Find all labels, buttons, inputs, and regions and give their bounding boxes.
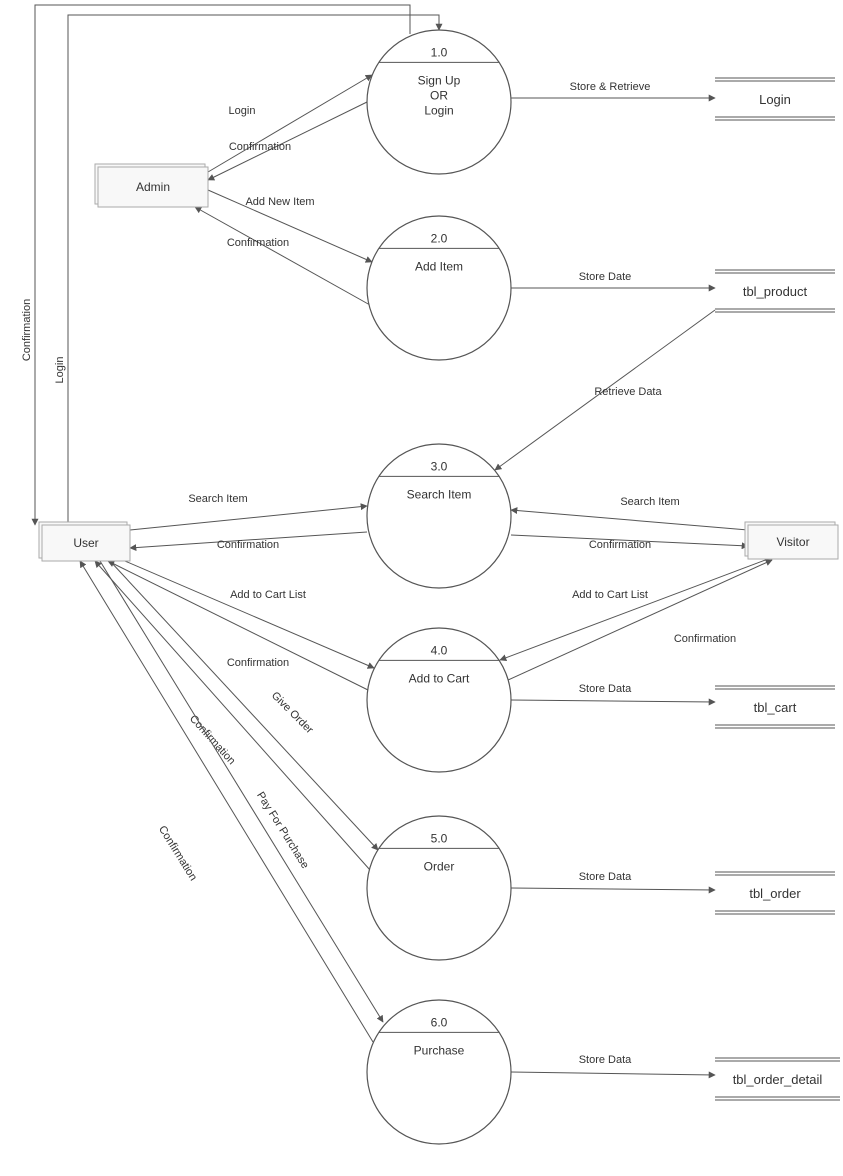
flow-label: Confirmation bbox=[674, 633, 736, 645]
flow-p2-admin-3 bbox=[195, 207, 370, 305]
process-layer: 1.0 Sign UpORLogin 2.0 Add Item 3.0 Search It… bbox=[367, 30, 511, 1144]
process-id: 2.0 bbox=[431, 231, 448, 245]
flow-label: Store Data bbox=[579, 1054, 632, 1066]
flow-label: Confirmation bbox=[187, 713, 238, 767]
flow-label: Confirmation bbox=[227, 657, 289, 669]
process-label: Purchase bbox=[414, 1043, 465, 1057]
datastore-label: tbl_product bbox=[743, 284, 808, 299]
datastore-layer: Login tbl_product tbl_cart tbl_order tbl_ord… bbox=[715, 78, 840, 1100]
flow-p4-cart-17 bbox=[511, 700, 715, 702]
process-p6: 6.0 Purchase bbox=[367, 1000, 511, 1144]
process-p1: 1.0 Sign UpORLogin bbox=[367, 30, 511, 174]
datastore-orderdet: tbl_order_detail bbox=[715, 1058, 840, 1100]
flow-label: Store Date bbox=[579, 271, 632, 283]
flow-label: Login bbox=[54, 357, 66, 384]
flow-label: Store Data bbox=[579, 683, 632, 695]
process-label: Sign Up bbox=[418, 73, 461, 87]
datastore-login: Login bbox=[715, 78, 835, 120]
entity-label: Visitor bbox=[776, 535, 809, 549]
datastore-label: tbl_cart bbox=[754, 700, 797, 715]
flow-label: Confirmation bbox=[227, 237, 289, 249]
flow-admin-p1-0 bbox=[208, 75, 372, 172]
flow-label: Store Data bbox=[579, 871, 632, 883]
process-id: 4.0 bbox=[431, 643, 448, 657]
flow-user-p6-21 bbox=[100, 561, 383, 1022]
flow-user-p4-13 bbox=[118, 558, 374, 668]
entity-user: User bbox=[39, 522, 130, 561]
flow-label: Add New Item bbox=[245, 196, 314, 208]
flow-label: Retrieve Data bbox=[594, 386, 662, 398]
datastore-label: tbl_order bbox=[749, 886, 801, 901]
flow-label: Add to Cart List bbox=[572, 589, 648, 601]
process-id: 1.0 bbox=[431, 45, 448, 59]
entity-label: User bbox=[73, 536, 98, 550]
entity-admin: Admin bbox=[95, 164, 208, 207]
flow-label: Confirmation bbox=[229, 141, 291, 153]
dfd-diagram: Login Confirmation Add New Item Confirmatio… bbox=[0, 0, 843, 1176]
flow-label: Confirmation bbox=[217, 539, 279, 551]
flow-label: Search Item bbox=[620, 496, 679, 508]
process-p3: 3.0 Search Item bbox=[367, 444, 511, 588]
flow-user-p5-18 bbox=[110, 561, 378, 850]
process-label: Login bbox=[424, 103, 453, 117]
process-id: 5.0 bbox=[431, 831, 448, 845]
datastore-order: tbl_order bbox=[715, 872, 835, 914]
datastore-label: tbl_order_detail bbox=[733, 1072, 823, 1087]
flow-p6-user-22 bbox=[80, 561, 373, 1042]
entity-label: Admin bbox=[136, 180, 170, 194]
process-label: OR bbox=[430, 88, 448, 102]
flow-label: Confirmation bbox=[21, 299, 33, 361]
flow-label: Confirmation bbox=[589, 539, 651, 551]
datastore-cart: tbl_cart bbox=[715, 686, 835, 728]
flow-p4-visitor-16 bbox=[508, 560, 772, 680]
entity-visitor: Visitor bbox=[745, 522, 838, 559]
process-p2: 2.0 Add Item bbox=[367, 216, 511, 360]
process-id: 3.0 bbox=[431, 459, 448, 473]
process-label: Add to Cart bbox=[409, 671, 470, 685]
flow-label: Add to Cart List bbox=[230, 589, 306, 601]
flow-visitor-p3-11 bbox=[511, 510, 748, 530]
process-p4: 4.0 Add to Cart bbox=[367, 628, 511, 772]
process-label: Add Item bbox=[415, 259, 463, 273]
flow-label: Give Order bbox=[269, 690, 316, 737]
process-id: 6.0 bbox=[431, 1015, 448, 1029]
flow-p1-user-8 bbox=[35, 5, 410, 525]
flow-label: Confirmation bbox=[156, 824, 199, 883]
flow-label: Search Item bbox=[188, 493, 247, 505]
flow-p5-order-20 bbox=[511, 888, 715, 890]
datastore-product: tbl_product bbox=[715, 270, 835, 312]
datastore-label: Login bbox=[759, 92, 791, 107]
process-label: Order bbox=[424, 859, 455, 873]
flow-user-p3-9 bbox=[130, 506, 367, 530]
process-p5: 5.0 Order bbox=[367, 816, 511, 960]
flow-label: Login bbox=[229, 105, 256, 117]
flow-p6-orderdet-23 bbox=[511, 1072, 715, 1075]
flow-label: Store & Retrieve bbox=[570, 81, 651, 93]
process-label: Search Item bbox=[407, 487, 472, 501]
